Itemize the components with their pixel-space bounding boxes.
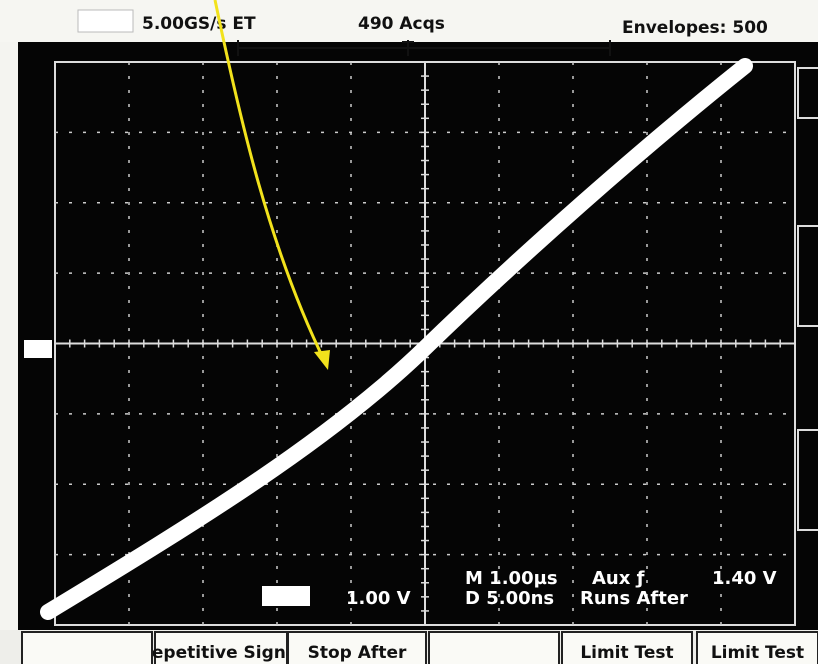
ground-marker	[24, 340, 52, 358]
menu-button	[429, 632, 559, 664]
channel-marker	[262, 586, 310, 606]
main-timebase: M 1.00µs	[465, 568, 558, 589]
button-label: Limit Test	[580, 643, 673, 663]
sample-rate: 5.00GS/s ET	[142, 14, 256, 34]
status-box	[78, 10, 133, 32]
delayed-timebase: D 5.00ns	[465, 588, 554, 609]
delay-mode: Runs After	[580, 588, 688, 609]
button-label: Repetitive Signal	[139, 643, 303, 663]
button-label: Limit Test	[711, 643, 804, 663]
menu-button	[22, 632, 152, 664]
button-label: Stop After	[308, 643, 407, 663]
oscilloscope-screen: 5.00GS/s ET 490 Acqs Envelopes: 500 1.00…	[0, 0, 818, 664]
envelopes: Envelopes: 500	[622, 18, 768, 38]
trigger-source: Aux ƒ	[592, 568, 645, 589]
channel-scale: 1.00 V	[346, 588, 411, 609]
trigger-level: 1.40 V	[712, 568, 777, 589]
acquisitions: 490 Acqs	[358, 14, 445, 34]
display	[18, 40, 818, 632]
